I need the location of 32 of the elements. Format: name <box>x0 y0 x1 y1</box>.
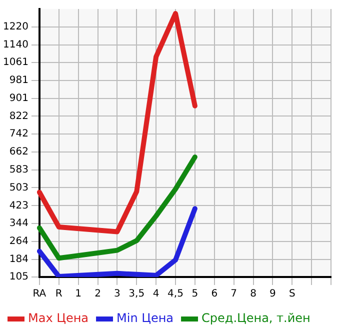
x-tick-label: 9 <box>270 288 276 300</box>
y-tick-label: 264 <box>9 236 28 247</box>
x-tick-label: 4 <box>152 288 160 300</box>
x-tick-label: 2 <box>94 288 101 300</box>
y-tick-label: 583 <box>9 164 28 176</box>
legend-label: Сред.Цена, т.йен <box>202 311 310 326</box>
x-tick-label: 5 <box>192 288 198 300</box>
x-tick-label: 8 <box>250 288 256 300</box>
y-tick-label: 503 <box>9 182 28 194</box>
x-tick-label: 1 <box>75 288 82 300</box>
x-tick-label: 3 <box>114 288 120 300</box>
x-tick-label: RA <box>32 288 46 300</box>
y-tick-label: 662 <box>9 146 28 158</box>
y-tick-label: 822 <box>9 110 28 122</box>
y-tick-label: 1061 <box>2 57 28 68</box>
x-tick-label: 7 <box>230 288 238 300</box>
y-tick-label: 105 <box>9 272 28 283</box>
y-tick-label: 344 <box>9 218 28 229</box>
x-tick-label: R <box>55 288 62 300</box>
x-tick-label: 4,5 <box>168 288 184 300</box>
y-tick-label: 1220 <box>2 22 28 33</box>
legend-label: Min Цена <box>116 311 174 326</box>
y-tick-label: 184 <box>9 254 28 265</box>
y-tick-label: 901 <box>9 93 28 104</box>
x-tick-label: 3,5 <box>128 288 145 300</box>
y-tick-label: 981 <box>9 75 28 86</box>
y-tick-label: 742 <box>9 128 28 140</box>
x-tick-label: 6 <box>211 288 218 300</box>
y-tick-label: 1140 <box>2 39 28 50</box>
legend-label: Max Цена <box>28 311 89 326</box>
x-tick-label: S <box>288 288 296 300</box>
y-tick-label: 423 <box>9 200 28 212</box>
